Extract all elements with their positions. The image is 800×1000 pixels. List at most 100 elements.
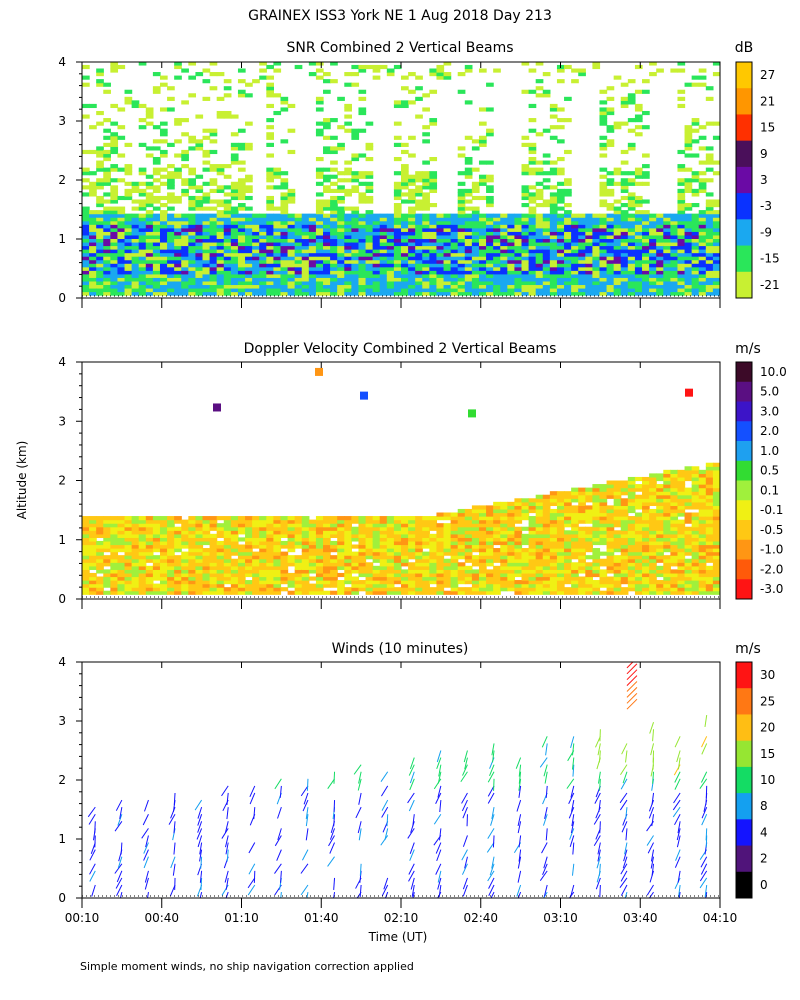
velocity-cell <box>209 558 218 563</box>
snr-cell <box>323 178 331 183</box>
snr-cell <box>216 213 225 218</box>
snr-cell <box>174 224 182 229</box>
velocity-cell <box>599 533 608 538</box>
velocity-cell <box>408 576 416 581</box>
snr-cell <box>691 277 700 282</box>
snr-cell <box>571 287 579 293</box>
velocity-cell <box>294 523 303 528</box>
velocity-cell <box>535 562 544 567</box>
snr-cell <box>330 167 338 172</box>
snr-cell <box>613 224 622 229</box>
velocity-cell <box>634 540 643 546</box>
snr-cell <box>613 266 622 271</box>
snr-cell <box>464 174 473 179</box>
snr-cell <box>351 266 360 271</box>
snr-cell <box>209 238 218 243</box>
velocity-cell <box>549 491 558 496</box>
velocity-cell <box>422 544 430 549</box>
snr-cell <box>82 171 90 176</box>
snr-cell <box>564 266 572 271</box>
velocity-cell <box>429 519 438 524</box>
snr-cell <box>344 178 352 183</box>
velocity-cell <box>620 519 629 524</box>
snr-cell <box>691 188 700 193</box>
snr-cell <box>202 234 211 240</box>
snr-cell <box>301 231 310 236</box>
velocity-cell <box>642 558 650 563</box>
snr-cell <box>514 259 523 264</box>
snr-cell <box>96 153 104 158</box>
velocity-cell <box>634 548 643 553</box>
velocity-cell <box>323 590 331 595</box>
velocity-cell <box>315 583 324 588</box>
snr-cell <box>464 167 473 172</box>
velocity-cell <box>393 516 402 521</box>
snr-cell <box>549 245 558 250</box>
velocity-cell <box>237 555 246 560</box>
snr-cell <box>528 156 537 162</box>
velocity-cell <box>571 494 579 499</box>
snr-cell <box>351 234 360 240</box>
snr-cell <box>677 89 686 94</box>
snr-cell <box>167 252 175 257</box>
velocity-cell <box>493 587 501 592</box>
velocity-cell <box>500 572 508 578</box>
snr-cell <box>528 213 537 218</box>
snr-cell <box>202 199 211 204</box>
snr-cell <box>549 249 558 254</box>
velocity-cell <box>308 558 317 563</box>
velocity-cell <box>117 537 126 542</box>
velocity-cell <box>507 533 516 538</box>
snr-cell <box>677 256 686 261</box>
velocity-cell <box>167 565 175 570</box>
velocity-cell <box>471 569 480 574</box>
snr-cell <box>117 135 126 140</box>
snr-cell <box>110 199 119 204</box>
velocity-cell <box>585 544 593 549</box>
velocity-cell <box>556 540 565 546</box>
snr-cell <box>223 277 232 282</box>
velocity-cell <box>230 548 239 553</box>
snr-cell <box>308 256 317 261</box>
velocity-cell <box>145 565 154 570</box>
snr-cell <box>606 284 615 289</box>
velocity-cell <box>344 590 352 595</box>
snr-cell <box>656 263 664 268</box>
velocity-cell <box>642 555 650 560</box>
snr-cell <box>627 259 636 264</box>
snr-cell <box>266 234 274 240</box>
snr-cell <box>415 213 423 218</box>
snr-cell <box>599 234 608 240</box>
snr-cell <box>266 287 274 293</box>
snr-cell <box>393 142 402 147</box>
snr-cell <box>415 227 423 232</box>
snr-cell <box>216 270 225 275</box>
velocity-cell <box>585 533 593 538</box>
snr-cell <box>684 203 693 208</box>
snr-cell <box>712 220 720 225</box>
velocity-cell <box>330 572 338 578</box>
velocity-cell <box>415 590 423 595</box>
velocity-cell <box>627 540 636 546</box>
snr-cell <box>443 266 452 271</box>
velocity-cell <box>315 555 324 560</box>
velocity-cell <box>174 548 182 553</box>
snr-cell <box>564 241 572 247</box>
snr-cell <box>351 227 360 232</box>
velocity-cell <box>585 487 593 492</box>
snr-cell <box>280 195 289 201</box>
velocity-cell <box>301 569 310 574</box>
snr-cell <box>450 287 459 293</box>
snr-cell <box>393 195 402 201</box>
snr-cell <box>478 195 487 201</box>
velocity-cell <box>627 480 636 485</box>
snr-cell <box>422 273 430 278</box>
snr-cell <box>259 245 267 250</box>
snr-cell <box>606 206 615 211</box>
snr-cell <box>684 167 693 172</box>
snr-cell <box>372 220 381 225</box>
snr-cell <box>351 128 360 133</box>
velocity-cell <box>599 508 608 514</box>
snr-cell <box>259 238 267 243</box>
velocity-cell <box>401 533 409 538</box>
